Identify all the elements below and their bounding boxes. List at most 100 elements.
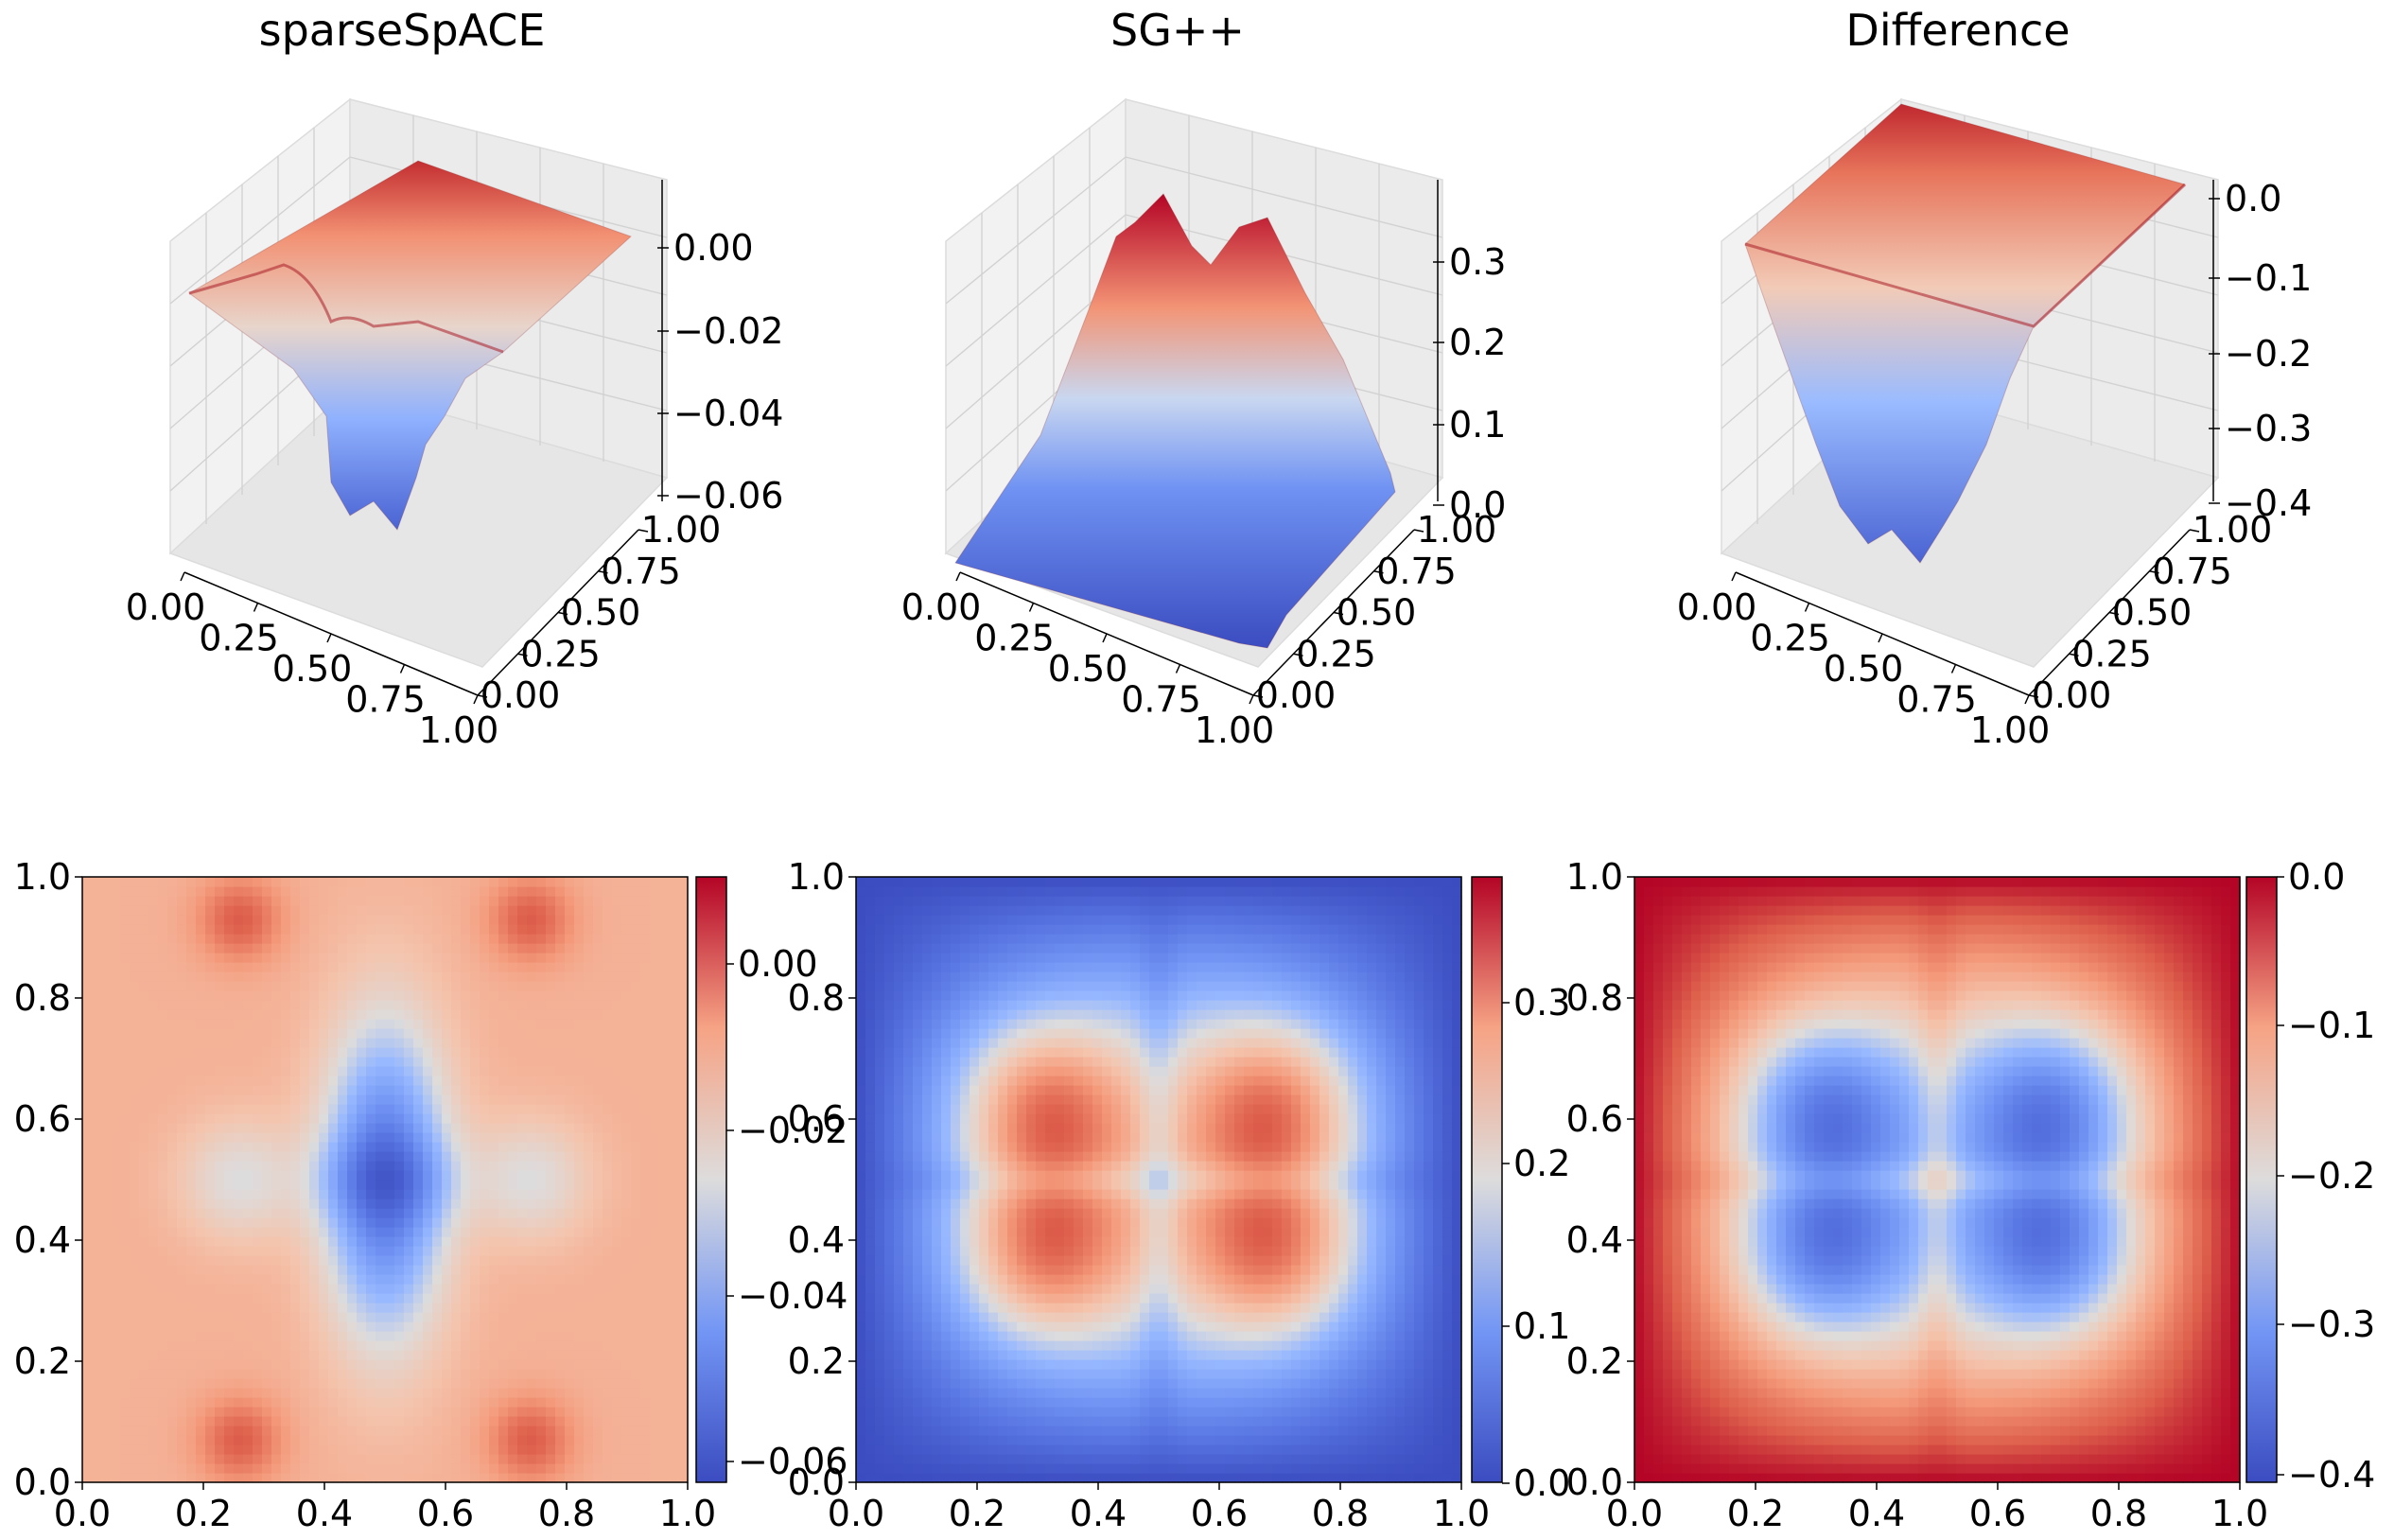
heatmap-cell <box>856 1312 866 1322</box>
heatmap-cell <box>385 886 395 897</box>
heatmap-cell <box>432 1208 443 1218</box>
heatmap-cell <box>281 1255 291 1266</box>
heatmap-cell <box>158 924 168 935</box>
heatmap-cell <box>196 934 206 944</box>
heatmap-cell <box>92 1426 102 1436</box>
heatmap-cell <box>243 1180 253 1190</box>
heatmap-cell <box>593 1076 603 1086</box>
heatmap-cell <box>328 1180 339 1190</box>
heatmap-cell <box>621 981 632 991</box>
heatmap-cell <box>584 1312 594 1322</box>
heatmap-cell <box>565 1397 575 1408</box>
x-tick-label: 0.00 <box>901 586 982 628</box>
heatmap-cell <box>376 943 386 954</box>
heatmap-cell <box>903 1463 914 1474</box>
heatmap-cell <box>678 1019 689 1029</box>
heatmap-cell <box>508 1019 518 1029</box>
heatmap-cell <box>167 1416 178 1426</box>
heatmap-cell <box>120 1246 131 1256</box>
heatmap-cell <box>338 886 348 897</box>
heatmap-cell <box>451 1473 462 1483</box>
heatmap-cell <box>338 877 348 887</box>
heatmap-cell <box>139 896 149 906</box>
heatmap-cell <box>347 1473 358 1483</box>
heatmap-cell <box>941 1473 952 1483</box>
heatmap-cell <box>678 1397 689 1408</box>
heatmap-cell <box>224 990 235 1001</box>
heatmap-cell <box>177 1378 187 1389</box>
heatmap-cell <box>328 981 339 991</box>
heatmap-cell <box>281 1142 291 1152</box>
heatmap-cell <box>461 1369 471 1379</box>
heatmap-cell <box>186 1444 197 1455</box>
heatmap-cell <box>574 1000 585 1010</box>
heatmap-cell <box>574 1359 585 1370</box>
heatmap-cell <box>546 1142 556 1152</box>
heatmap-cell <box>856 1331 866 1341</box>
heatmap-cell <box>894 1236 904 1247</box>
heatmap-cell <box>167 1113 178 1124</box>
heatmap-cell <box>894 1444 904 1455</box>
heatmap-cell <box>111 1255 121 1266</box>
heatmap-cell <box>903 1151 914 1162</box>
heatmap-cell <box>903 1199 914 1209</box>
heatmap-cell <box>489 915 499 925</box>
heatmap-cell <box>385 1454 395 1464</box>
heatmap-cell <box>253 1350 263 1360</box>
heatmap-cell <box>546 1000 556 1010</box>
heatmap-cell <box>856 1161 866 1171</box>
heatmap-cell <box>271 1444 282 1455</box>
heatmap-cell <box>149 1359 159 1370</box>
heatmap-cell <box>338 1303 348 1313</box>
heatmap-cell <box>215 1312 225 1322</box>
heatmap-cell <box>922 1076 933 1086</box>
heatmap-cell <box>951 1047 961 1058</box>
heatmap-cell <box>423 1246 433 1256</box>
heatmap-cell <box>224 1454 235 1464</box>
heatmap-cell <box>584 1303 594 1313</box>
heatmap-cell <box>111 1246 121 1256</box>
heatmap-cell <box>536 990 547 1001</box>
heatmap-cell <box>865 1142 876 1152</box>
heatmap-cell <box>101 1038 112 1048</box>
heatmap-cell <box>951 1161 961 1171</box>
heatmap-cell <box>555 1359 566 1370</box>
heatmap-cell <box>875 1180 885 1190</box>
heatmap-cell <box>186 1255 197 1266</box>
heatmap-cell <box>139 1132 149 1143</box>
heatmap-cell <box>347 1161 358 1171</box>
heatmap-cell <box>385 981 395 991</box>
heatmap-cell <box>480 1094 490 1105</box>
heatmap-cell <box>120 1312 131 1322</box>
heatmap-cell <box>290 1142 301 1152</box>
heatmap-cell <box>404 1321 414 1332</box>
heatmap-cell <box>82 1340 93 1351</box>
heatmap-cell <box>612 1463 622 1474</box>
heatmap-cell <box>167 1217 178 1228</box>
heatmap-cell <box>640 1161 651 1171</box>
heatmap-cell <box>536 1066 547 1076</box>
heatmap-cell <box>517 1331 528 1341</box>
heatmap-cell <box>884 1435 895 1445</box>
heatmap-cell <box>894 943 904 954</box>
heatmap-cell <box>527 1151 537 1162</box>
heatmap-cell <box>243 1132 253 1143</box>
heatmap-cell <box>951 1246 961 1256</box>
heatmap-cell <box>865 1057 876 1067</box>
heatmap-cell <box>489 1303 499 1313</box>
heatmap-cell <box>413 1085 424 1095</box>
heatmap-cell <box>234 1265 244 1275</box>
heatmap-cell <box>139 1378 149 1389</box>
heatmap-cell <box>177 1463 187 1474</box>
heatmap-cell <box>139 1293 149 1304</box>
heatmap-cell <box>451 953 462 963</box>
heatmap-cell <box>167 1454 178 1464</box>
heatmap-cell <box>167 1189 178 1199</box>
x-tick <box>1804 603 1810 612</box>
heatmap-cell <box>205 1123 216 1133</box>
heatmap-cell <box>423 1047 433 1058</box>
heatmap-cell <box>290 1199 301 1209</box>
heatmap-cell <box>357 924 367 935</box>
heatmap-cell <box>253 1123 263 1133</box>
heatmap-cell <box>555 953 566 963</box>
